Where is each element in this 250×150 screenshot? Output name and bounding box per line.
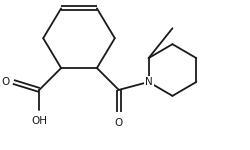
Text: O: O [114,118,122,128]
Text: N: N [144,77,152,87]
Text: OH: OH [31,116,47,126]
Text: O: O [1,77,10,87]
